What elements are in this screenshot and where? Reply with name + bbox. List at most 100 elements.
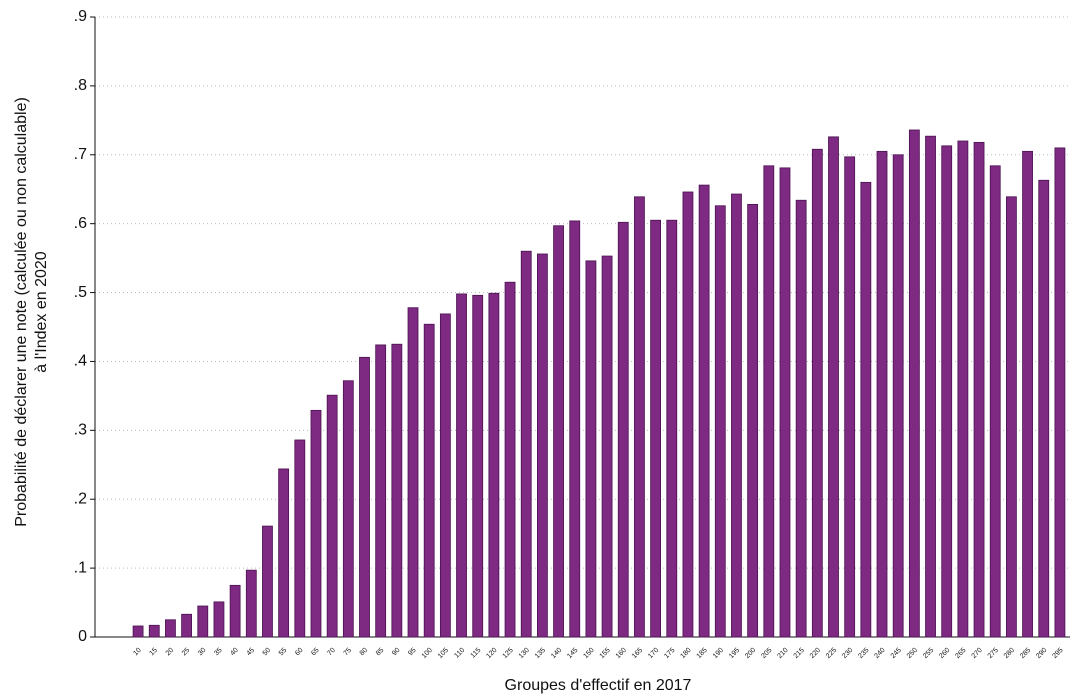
x-tick-label: 95 bbox=[407, 647, 418, 658]
x-tick-label: 25 bbox=[181, 647, 192, 658]
x-tick-label: 170 bbox=[647, 647, 660, 660]
bar bbox=[553, 225, 564, 638]
bar bbox=[148, 624, 160, 638]
x-axis-label: Groupes d'effectif en 2017 bbox=[505, 677, 692, 694]
bar bbox=[488, 292, 500, 638]
x-tick-label: 15 bbox=[149, 647, 160, 658]
bar bbox=[197, 605, 209, 638]
x-tick-label: 45 bbox=[246, 647, 257, 658]
x-tick-label: 250 bbox=[906, 647, 919, 660]
bar bbox=[391, 343, 403, 638]
bar bbox=[779, 167, 791, 638]
bar bbox=[569, 220, 581, 638]
x-tick-label: 245 bbox=[890, 647, 903, 660]
bar bbox=[359, 356, 370, 638]
bar bbox=[310, 409, 322, 638]
x-tick-label: 110 bbox=[453, 647, 466, 660]
x-tick-label: 100 bbox=[421, 647, 434, 660]
y-tick-label: .5 bbox=[74, 284, 87, 301]
x-tick-label: 30 bbox=[197, 647, 208, 658]
y-tick-label: .4 bbox=[74, 353, 87, 370]
x-tick-label: 160 bbox=[615, 647, 628, 660]
bar bbox=[262, 525, 273, 638]
bar bbox=[601, 255, 613, 638]
bar bbox=[1054, 147, 1066, 638]
bar bbox=[617, 221, 629, 638]
bar bbox=[957, 140, 969, 638]
bar bbox=[520, 250, 532, 638]
bar bbox=[892, 154, 904, 638]
x-tick-label: 105 bbox=[437, 647, 450, 660]
y-tick-label: 0 bbox=[78, 628, 87, 645]
bar bbox=[666, 219, 678, 638]
y-tick-label: .7 bbox=[74, 146, 87, 163]
bar bbox=[213, 601, 225, 638]
x-tick-label: 295 bbox=[1051, 647, 1064, 660]
bar bbox=[342, 380, 354, 638]
x-tick-label: 85 bbox=[375, 647, 386, 658]
x-tick-label: 90 bbox=[391, 647, 402, 658]
bar bbox=[731, 193, 742, 638]
x-tick-label: 270 bbox=[971, 647, 984, 660]
x-tick-label: 10 bbox=[132, 647, 143, 658]
x-tick-label: 120 bbox=[485, 647, 498, 660]
x-tick-label: 40 bbox=[229, 647, 240, 658]
x-tick-label: 190 bbox=[712, 647, 725, 660]
x-tick-label: 175 bbox=[663, 647, 676, 660]
x-tick-label: 150 bbox=[582, 647, 595, 660]
bar bbox=[682, 191, 694, 638]
bar bbox=[844, 156, 856, 638]
bar bbox=[294, 439, 306, 638]
x-tick-label: 260 bbox=[938, 647, 951, 660]
bar bbox=[472, 294, 484, 638]
x-tick-label: 210 bbox=[776, 647, 789, 660]
x-tick-label: 240 bbox=[874, 647, 887, 660]
x-tick-label: 115 bbox=[470, 647, 483, 660]
x-tick-label: 255 bbox=[922, 647, 935, 660]
bar bbox=[181, 613, 193, 638]
x-tick-label: 140 bbox=[550, 647, 563, 660]
y-tick-label: .9 bbox=[74, 8, 87, 25]
x-tick-label: 235 bbox=[857, 647, 870, 660]
x-tick-label: 125 bbox=[502, 647, 515, 660]
bar bbox=[747, 203, 759, 638]
x-tick-label: 145 bbox=[566, 647, 579, 660]
x-tick-label: 75 bbox=[343, 647, 354, 658]
bar bbox=[941, 145, 953, 638]
bar bbox=[407, 307, 419, 638]
x-tick-label: 55 bbox=[278, 647, 289, 658]
x-tick-label: 285 bbox=[1019, 647, 1032, 660]
bar bbox=[876, 150, 888, 638]
bar bbox=[1038, 179, 1050, 638]
x-tick-label: 280 bbox=[1003, 647, 1016, 660]
y-axis-label: Probabilité de déclarer une note (calcul… bbox=[13, 97, 30, 527]
x-tick-label: 225 bbox=[825, 647, 838, 660]
y-axis-label: à l'Index en 2020 bbox=[33, 251, 50, 372]
bar bbox=[132, 625, 144, 638]
bar bbox=[763, 165, 775, 638]
bar bbox=[165, 619, 176, 638]
y-tick-label: .3 bbox=[74, 422, 87, 439]
x-tick-label: 265 bbox=[954, 647, 967, 660]
bar bbox=[698, 184, 710, 638]
x-tick-label: 290 bbox=[1035, 647, 1048, 660]
x-tick-label: 130 bbox=[518, 647, 531, 660]
x-tick-label: 275 bbox=[987, 647, 1000, 660]
bar bbox=[229, 584, 241, 638]
y-tick-label: .2 bbox=[74, 490, 87, 507]
y-tick-label: .1 bbox=[74, 559, 87, 576]
bar bbox=[326, 394, 338, 638]
bar bbox=[536, 253, 548, 638]
x-tick-label: 205 bbox=[760, 647, 773, 660]
x-tick-label: 65 bbox=[310, 647, 321, 658]
bar bbox=[650, 219, 662, 638]
x-tick-label: 135 bbox=[534, 647, 547, 660]
bar bbox=[423, 323, 435, 638]
x-tick-label: 200 bbox=[744, 647, 757, 660]
bar bbox=[375, 344, 387, 638]
x-tick-label: 20 bbox=[165, 647, 176, 658]
bar bbox=[860, 181, 872, 638]
x-tick-label: 80 bbox=[359, 647, 370, 658]
bar bbox=[439, 313, 451, 638]
